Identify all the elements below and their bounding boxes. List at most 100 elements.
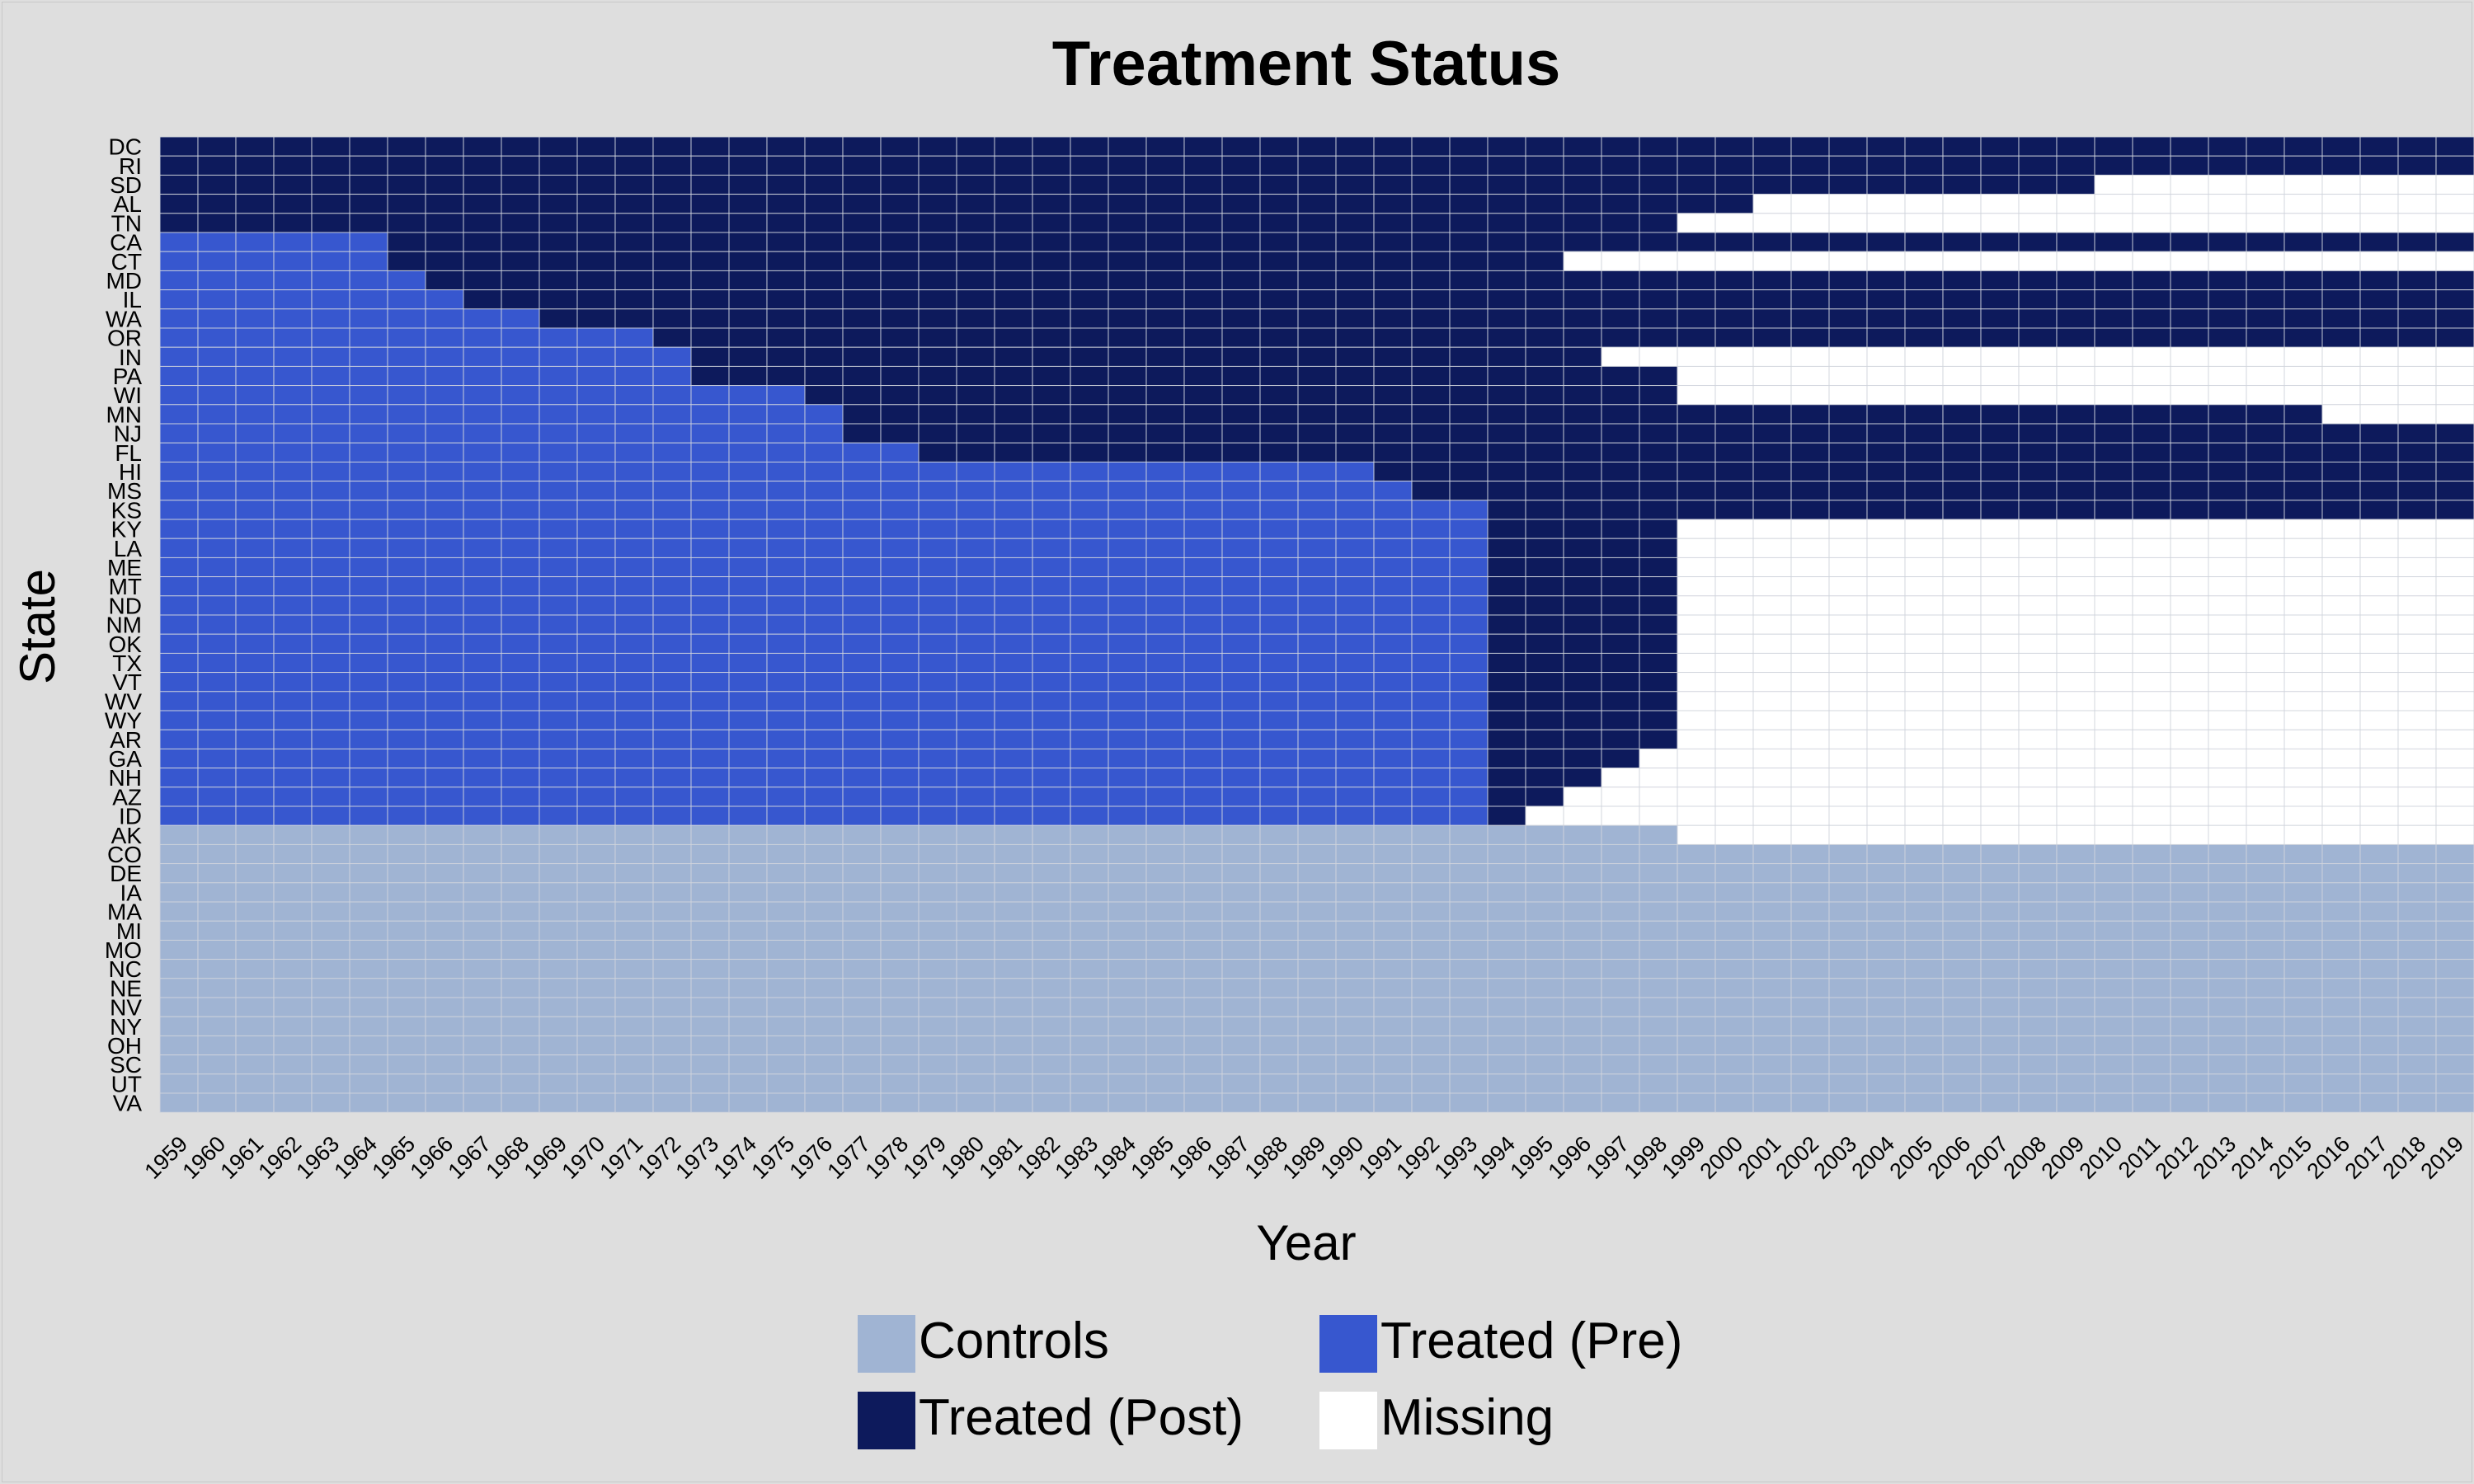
cell-NE-1969 bbox=[539, 978, 578, 998]
cell-NH-1990 bbox=[1335, 768, 1375, 788]
cell-WA-1970 bbox=[576, 308, 616, 329]
cell-ND-1965 bbox=[387, 595, 426, 616]
cell-WI-1989 bbox=[1297, 385, 1337, 406]
cell-NE-1996 bbox=[1563, 978, 1602, 998]
cell-WY-1996 bbox=[1563, 710, 1602, 730]
cell-MT-1982 bbox=[1032, 576, 1071, 597]
cell-WV-2006 bbox=[1942, 691, 1982, 711]
cell-ME-1976 bbox=[804, 556, 844, 578]
cell-OH-1980 bbox=[956, 1035, 995, 1056]
cell-NH-1985 bbox=[1145, 768, 1185, 788]
cell-NE-1978 bbox=[880, 978, 920, 998]
cell-WA-1989 bbox=[1297, 308, 1337, 329]
cell-NH-2001 bbox=[1752, 768, 1792, 788]
cell-RI-1987 bbox=[1221, 155, 1261, 176]
cell-HI-1959 bbox=[159, 461, 199, 482]
cell-NH-2018 bbox=[2397, 768, 2437, 788]
cell-MT-1981 bbox=[994, 576, 1033, 597]
cell-OK-1998 bbox=[1639, 633, 1678, 654]
cell-MI-1984 bbox=[1108, 920, 1147, 941]
cell-SC-1965 bbox=[387, 1054, 426, 1075]
cell-TX-1981 bbox=[994, 652, 1033, 674]
cell-TN-1976 bbox=[804, 213, 844, 233]
cell-KY-1961 bbox=[235, 519, 275, 539]
cell-AR-2013 bbox=[2208, 729, 2247, 749]
cell-MT-2010 bbox=[2094, 576, 2133, 597]
cell-MD-2005 bbox=[1904, 270, 1944, 291]
cell-AR-1961 bbox=[235, 729, 275, 749]
cell-WY-1963 bbox=[311, 710, 350, 730]
cell-LA-1970 bbox=[576, 538, 616, 558]
cell-MO-1971 bbox=[614, 939, 654, 960]
cell-LA-2015 bbox=[2284, 538, 2323, 558]
cell-CO-1962 bbox=[273, 843, 313, 865]
cell-CA-1990 bbox=[1335, 232, 1375, 252]
cell-ND-1987 bbox=[1221, 595, 1261, 616]
cell-SD-2012 bbox=[2170, 174, 2209, 195]
cell-VT-1999 bbox=[1677, 672, 1716, 693]
cell-MA-1959 bbox=[159, 901, 199, 922]
cell-WA-1981 bbox=[994, 308, 1033, 329]
cell-ND-1974 bbox=[728, 595, 768, 616]
cell-MD-1993 bbox=[1449, 270, 1489, 291]
cell-LA-1994 bbox=[1487, 538, 1526, 558]
cell-OH-2004 bbox=[1866, 1035, 1906, 1056]
cell-MN-1960 bbox=[197, 404, 237, 425]
cell-RI-1959 bbox=[159, 155, 199, 176]
cell-SD-1994 bbox=[1487, 174, 1526, 195]
cell-ND-1977 bbox=[842, 595, 882, 616]
cell-MA-1997 bbox=[1601, 901, 1640, 922]
cell-NC-1996 bbox=[1563, 959, 1602, 979]
cell-WV-1993 bbox=[1449, 691, 1489, 711]
cell-MS-1973 bbox=[690, 481, 730, 501]
cell-WI-2019 bbox=[2435, 385, 2474, 406]
cell-RI-1960 bbox=[197, 155, 237, 176]
cell-AR-1992 bbox=[1411, 729, 1451, 749]
cell-SC-2017 bbox=[2359, 1054, 2399, 1075]
cell-VA-1992 bbox=[1411, 1092, 1451, 1113]
cell-VA-1986 bbox=[1183, 1092, 1223, 1113]
cell-SC-2001 bbox=[1752, 1054, 1792, 1075]
cell-AK-2001 bbox=[1752, 824, 1792, 845]
cell-IL-2000 bbox=[1714, 289, 1754, 310]
cell-DE-1971 bbox=[614, 863, 654, 884]
cell-MN-2015 bbox=[2284, 404, 2323, 425]
cell-WI-1994 bbox=[1487, 385, 1526, 406]
cell-UT-2002 bbox=[1790, 1073, 1830, 1094]
cell-AZ-1974 bbox=[728, 787, 768, 807]
cell-GA-2011 bbox=[2132, 748, 2171, 769]
cell-MN-2019 bbox=[2435, 404, 2474, 425]
cell-AK-1997 bbox=[1601, 824, 1640, 845]
cell-MI-1977 bbox=[842, 920, 882, 941]
cell-MS-1984 bbox=[1108, 481, 1147, 501]
cell-KS-1976 bbox=[804, 500, 844, 520]
cell-VA-2012 bbox=[2170, 1092, 2209, 1113]
cell-PA-1994 bbox=[1487, 365, 1526, 387]
cell-NE-1973 bbox=[690, 978, 730, 998]
cell-AK-1970 bbox=[576, 824, 616, 845]
cell-IA-1997 bbox=[1601, 882, 1640, 903]
cell-NH-2010 bbox=[2094, 768, 2133, 788]
cell-NM-1981 bbox=[994, 614, 1033, 635]
cell-ME-1985 bbox=[1145, 556, 1185, 578]
cell-GA-1991 bbox=[1373, 748, 1413, 769]
cell-LA-1995 bbox=[1525, 538, 1564, 558]
cell-CA-1975 bbox=[766, 232, 806, 252]
cell-WY-1968 bbox=[501, 710, 540, 730]
cell-MA-2018 bbox=[2397, 901, 2437, 922]
cell-NE-1982 bbox=[1032, 978, 1071, 998]
cell-MN-2017 bbox=[2359, 404, 2399, 425]
cell-NV-1960 bbox=[197, 997, 237, 1017]
cell-FL-1967 bbox=[463, 442, 502, 463]
cell-WV-1994 bbox=[1487, 691, 1526, 711]
cell-AR-1966 bbox=[425, 729, 464, 749]
cell-WA-1982 bbox=[1032, 308, 1071, 329]
cell-TX-1989 bbox=[1297, 652, 1337, 674]
cell-ID-2010 bbox=[2094, 805, 2133, 826]
cell-VT-1972 bbox=[652, 672, 692, 693]
cell-MD-1979 bbox=[918, 270, 957, 291]
y-tick-label-TX: TX bbox=[112, 650, 142, 676]
cell-FL-1965 bbox=[387, 442, 426, 463]
cell-VT-2008 bbox=[2018, 672, 2058, 693]
cell-OK-1981 bbox=[994, 633, 1033, 654]
